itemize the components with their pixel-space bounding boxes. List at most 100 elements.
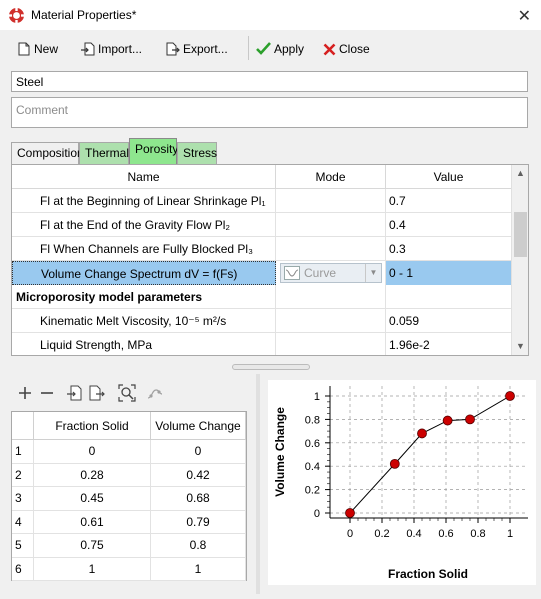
grid-row[interactable]: Liquid Strength, MPa 1.96e-2	[12, 333, 512, 355]
toolbar: New Import... Export... Apply Close	[0, 30, 541, 66]
row-value[interactable]: 0.4	[386, 213, 512, 237]
export-button[interactable]: Export...	[166, 39, 228, 59]
property-grid: Name Mode Value Fl at the Beginning of L…	[11, 164, 529, 356]
import-icon	[81, 42, 95, 56]
header-value[interactable]: Value	[386, 165, 512, 189]
fraction-solid-cell[interactable]: 0.61	[34, 510, 151, 534]
row-name: Volume Change Spectrum dV = f(Fs)	[12, 261, 276, 285]
curve-tool-icon[interactable]	[146, 384, 164, 402]
zoom-fit-icon[interactable]	[118, 384, 136, 402]
fraction-solid-cell[interactable]: 0.45	[34, 487, 151, 510]
app-icon	[8, 7, 25, 24]
row-value[interactable]: 1.96e-2	[386, 333, 512, 355]
data-point[interactable]	[417, 428, 427, 439]
series-line	[349, 395, 511, 514]
y-axis-label: Volume Change	[273, 407, 287, 497]
row-mode	[276, 189, 386, 213]
new-button[interactable]: New	[17, 39, 58, 59]
header-volume-change[interactable]: Volume Change	[151, 412, 246, 440]
export-label: Export...	[183, 42, 228, 56]
scroll-thumb[interactable]	[514, 212, 527, 257]
x-tick-label: 1	[507, 528, 513, 540]
data-point[interactable]	[465, 414, 475, 425]
tab-stress[interactable]: Stress	[177, 142, 217, 164]
volume-change-cell[interactable]: 0.68	[151, 487, 246, 510]
mode-dropdown[interactable]: Curve ▼	[280, 263, 382, 283]
table-row[interactable]: 1 0 0	[12, 440, 246, 464]
row-mode	[276, 285, 386, 309]
row-index: 4	[12, 510, 34, 534]
row-index: 2	[12, 463, 34, 487]
corner-header	[12, 412, 34, 440]
scroll-down-icon[interactable]: ▼	[516, 341, 525, 351]
grid-row[interactable]: Fl at the End of the Gravity Flow Pl₂ 0.…	[12, 213, 512, 237]
row-name: Fl at the End of the Gravity Flow Pl₂	[12, 213, 276, 237]
import-button[interactable]: Import...	[81, 39, 142, 59]
header-mode[interactable]: Mode	[276, 165, 386, 189]
table-row[interactable]: 2 0.28 0.42	[12, 463, 246, 487]
chevron-down-icon[interactable]: ▼	[365, 264, 381, 282]
add-row-icon[interactable]	[16, 384, 34, 402]
import-table-icon[interactable]	[66, 384, 84, 402]
row-value	[386, 285, 512, 309]
title-bar: Material Properties* ✕	[0, 0, 541, 30]
grid-section-header[interactable]: Microporosity model parameters	[12, 285, 512, 309]
tab-composition[interactable]: Composition	[11, 142, 84, 164]
data-point[interactable]	[505, 391, 515, 401]
data-points	[345, 391, 515, 518]
material-name-input[interactable]	[11, 71, 528, 92]
table-row[interactable]: 4 0.61 0.79	[12, 510, 246, 534]
chart-grid	[330, 386, 528, 518]
vertical-splitter[interactable]	[256, 374, 260, 594]
table-row[interactable]: 3 0.45 0.68	[12, 487, 246, 511]
row-name: Fl at the Beginning of Linear Shrinkage …	[12, 189, 276, 213]
grid-row[interactable]: Fl at the Beginning of Linear Shrinkage …	[12, 189, 512, 213]
fraction-solid-cell[interactable]: 0.28	[34, 463, 151, 487]
volume-change-cell[interactable]: 0.79	[151, 510, 246, 534]
tab-porosity[interactable]: Porosity	[129, 138, 178, 164]
scroll-up-icon[interactable]: ▲	[516, 168, 525, 178]
y-tick-label: 0.6	[305, 438, 320, 450]
volume-change-cell[interactable]: 0.8	[151, 534, 246, 557]
row-index: 5	[12, 534, 34, 557]
row-value[interactable]: 0 - 1	[386, 261, 512, 285]
close-button[interactable]: Close	[323, 39, 370, 59]
table-row[interactable]: 6 1 1	[12, 557, 246, 581]
apply-button[interactable]: Apply	[256, 39, 304, 59]
tab-thermal[interactable]: Thermal	[79, 142, 129, 164]
data-point[interactable]	[389, 458, 400, 469]
y-tick-label: 0	[314, 508, 320, 520]
grid-row[interactable]: Kinematic Melt Viscosity, 10⁻⁵ m²/s 0.05…	[12, 309, 512, 333]
data-point[interactable]	[442, 415, 453, 426]
chart-ticks: 0 0 0.2 0.2 0.4 0.4 0.6 0.6 0.8 0.8 1 1	[305, 391, 513, 540]
fraction-solid-cell[interactable]: 0	[34, 440, 151, 463]
horizontal-splitter-handle[interactable]	[232, 364, 310, 370]
volume-change-chart[interactable]: 0 0 0.2 0.2 0.4 0.4 0.6 0.6 0.8 0.8 1 1 Fraction So…	[268, 380, 536, 585]
row-value[interactable]: 0.059	[386, 309, 512, 333]
y-tick-label: 0.4	[305, 461, 320, 473]
comment-input[interactable]	[11, 97, 528, 128]
export-table-icon[interactable]	[88, 384, 106, 402]
header-name[interactable]: Name	[12, 165, 276, 189]
row-index: 1	[12, 440, 34, 463]
data-point[interactable]	[345, 508, 355, 518]
remove-row-icon[interactable]	[38, 384, 56, 402]
row-index: 3	[12, 487, 34, 510]
y-tick-label: 1	[314, 391, 320, 403]
grid-row-selected[interactable]: Volume Change Spectrum dV = f(Fs) Curve …	[12, 261, 512, 285]
row-mode: Curve ▼	[276, 261, 386, 285]
table-row[interactable]: 5 0.75 0.8	[12, 534, 246, 558]
red-x-icon	[323, 43, 336, 55]
grid-row[interactable]: Fl When Channels are Fully Blocked Pl₃ 0…	[12, 237, 512, 261]
volume-change-cell[interactable]: 0	[151, 440, 246, 463]
x-tick-label: 0	[347, 528, 353, 540]
window-close-icon[interactable]: ✕	[517, 8, 531, 25]
volume-change-cell[interactable]: 0.42	[151, 463, 246, 487]
fraction-solid-cell[interactable]: 0.75	[34, 534, 151, 557]
fraction-solid-cell[interactable]: 1	[34, 557, 151, 581]
grid-scrollbar[interactable]: ▲ ▼	[511, 165, 528, 355]
header-fraction-solid[interactable]: Fraction Solid	[34, 412, 151, 440]
row-value[interactable]: 0.3	[386, 237, 512, 261]
volume-change-cell[interactable]: 1	[151, 557, 246, 581]
row-value[interactable]: 0.7	[386, 189, 512, 213]
